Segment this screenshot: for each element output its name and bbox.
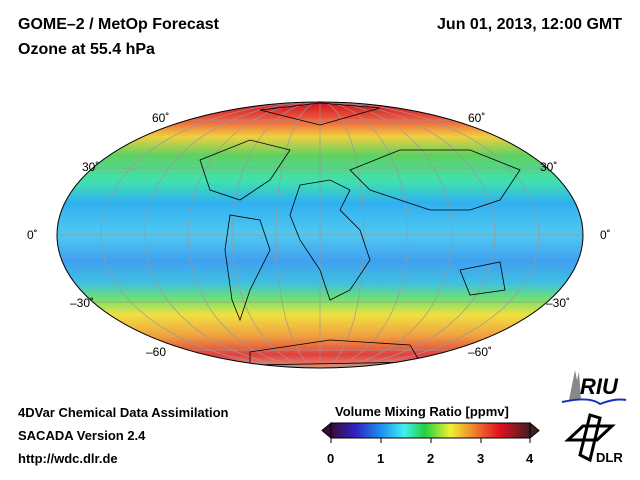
lat-label-left-m60: –60 — [146, 345, 167, 359]
riu-logo — [561, 370, 627, 406]
lat-label-right-60: 60˚ — [468, 111, 486, 125]
dlr-logo — [564, 413, 616, 463]
lat-label-left-m30: –30˚ — [70, 296, 95, 310]
dlr-logo-text: DLR — [596, 450, 623, 465]
colorbar-tick-4: 4 — [526, 451, 534, 466]
colorbar-tick-3: 3 — [477, 451, 485, 466]
colorbar — [330, 422, 531, 439]
colorbar-title: Volume Mixing Ratio [ppmv] — [335, 404, 509, 419]
colorbar-tick-0: 0 — [327, 451, 335, 466]
lat-label-right-0: 0˚ — [600, 228, 611, 242]
lat-label-right-m30: –30˚ — [546, 296, 571, 310]
lat-label-right-m60: –60˚ — [468, 345, 493, 359]
colorbar-tick-1: 1 — [377, 451, 385, 466]
footer-line-2: SACADA Version 2.4 — [18, 428, 146, 443]
colorbar-tick-2: 2 — [427, 451, 435, 466]
lat-label-left-30: 30˚ — [82, 160, 100, 174]
lat-label-right-30: 30˚ — [540, 160, 558, 174]
map-title: GOME–2 / MetOp Forecast — [18, 16, 219, 33]
colorbar-max-arrow — [529, 421, 540, 440]
footer-line-1: 4DVar Chemical Data Assimilation — [18, 405, 229, 420]
forecast-datetime: Jun 01, 2013, 12:00 GMT — [437, 16, 622, 33]
riu-logo-text: RIU — [580, 374, 618, 399]
colorbar-min-arrow — [321, 421, 332, 440]
graticule — [57, 102, 583, 368]
map-subtitle: Ozone at 55.4 hPa — [18, 41, 155, 58]
footer-link[interactable]: http://wdc.dlr.de — [18, 451, 118, 466]
lat-label-left-0: 0˚ — [27, 228, 38, 242]
lat-label-left-60: 60˚ — [152, 111, 170, 125]
